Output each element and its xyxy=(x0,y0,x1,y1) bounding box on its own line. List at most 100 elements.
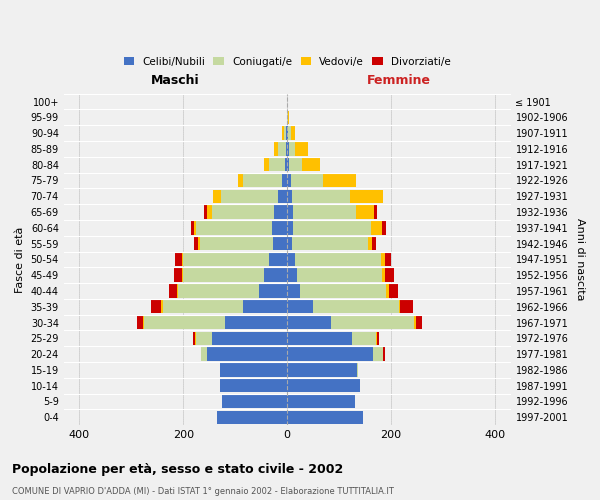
Bar xyxy=(274,142,278,156)
Bar xyxy=(182,252,183,266)
Bar xyxy=(372,237,376,250)
Bar xyxy=(323,174,356,187)
Bar xyxy=(196,221,272,234)
Bar xyxy=(264,158,269,172)
Bar xyxy=(145,316,225,330)
Bar xyxy=(269,158,284,172)
Bar xyxy=(286,142,287,156)
Bar xyxy=(287,158,289,172)
Bar xyxy=(199,237,200,250)
Bar xyxy=(200,237,272,250)
Bar xyxy=(182,268,183,282)
Bar xyxy=(382,268,385,282)
Bar xyxy=(143,316,145,330)
Bar xyxy=(296,268,382,282)
Bar xyxy=(374,206,377,219)
Text: COMUNE DI VAPRIO D'ADDA (MI) - Dati ISTAT 1° gennaio 2002 - Elaborazione TUTTITA: COMUNE DI VAPRIO D'ADDA (MI) - Dati ISTA… xyxy=(12,488,394,496)
Bar xyxy=(382,221,386,234)
Bar xyxy=(278,142,286,156)
Bar xyxy=(183,268,264,282)
Bar xyxy=(287,190,292,203)
Bar xyxy=(287,395,355,408)
Bar xyxy=(292,174,323,187)
Bar xyxy=(385,252,391,266)
Bar xyxy=(287,206,293,219)
Bar xyxy=(293,206,356,219)
Bar xyxy=(284,126,286,140)
Bar xyxy=(368,237,372,250)
Bar xyxy=(302,158,320,172)
Bar xyxy=(175,252,182,266)
Bar xyxy=(202,348,206,361)
Bar xyxy=(243,300,287,314)
Bar xyxy=(288,110,289,124)
Y-axis label: Fasce di età: Fasce di età xyxy=(15,226,25,292)
Bar xyxy=(269,252,287,266)
Bar xyxy=(217,410,287,424)
Y-axis label: Anni di nascita: Anni di nascita xyxy=(575,218,585,300)
Bar xyxy=(137,316,143,330)
Bar xyxy=(183,252,269,266)
Bar xyxy=(385,268,394,282)
Text: Maschi: Maschi xyxy=(151,74,200,88)
Bar xyxy=(287,316,331,330)
Bar xyxy=(195,332,196,345)
Bar xyxy=(287,221,293,234)
Bar xyxy=(295,252,381,266)
Bar xyxy=(161,300,163,314)
Bar xyxy=(212,332,287,345)
Bar xyxy=(151,300,161,314)
Bar xyxy=(264,268,287,282)
Bar xyxy=(289,158,302,172)
Bar xyxy=(287,348,373,361)
Bar xyxy=(383,348,385,361)
Bar xyxy=(287,284,300,298)
Bar xyxy=(356,206,374,219)
Bar xyxy=(174,268,182,282)
Bar xyxy=(272,237,287,250)
Bar xyxy=(376,332,377,345)
Bar xyxy=(191,221,194,234)
Bar xyxy=(416,316,422,330)
Bar xyxy=(287,300,313,314)
Bar xyxy=(286,126,287,140)
Bar xyxy=(222,395,287,408)
Bar xyxy=(220,363,287,376)
Bar xyxy=(287,363,358,376)
Bar xyxy=(178,284,259,298)
Bar xyxy=(313,300,399,314)
Bar xyxy=(292,237,368,250)
Bar xyxy=(243,174,282,187)
Bar xyxy=(213,190,221,203)
Bar xyxy=(225,316,287,330)
Bar xyxy=(373,348,383,361)
Bar xyxy=(352,332,376,345)
Bar xyxy=(221,190,278,203)
Bar xyxy=(331,316,415,330)
Bar xyxy=(272,221,287,234)
Bar xyxy=(386,284,389,298)
Text: Popolazione per età, sesso e stato civile - 2002: Popolazione per età, sesso e stato civil… xyxy=(12,462,343,475)
Bar xyxy=(288,126,291,140)
Bar xyxy=(287,126,288,140)
Bar xyxy=(350,190,383,203)
Bar xyxy=(212,206,274,219)
Bar xyxy=(206,206,212,219)
Bar xyxy=(399,300,400,314)
Bar xyxy=(282,126,284,140)
Bar xyxy=(193,332,195,345)
Bar xyxy=(194,221,196,234)
Bar xyxy=(220,379,287,392)
Bar xyxy=(163,300,243,314)
Bar xyxy=(206,348,287,361)
Legend: Celibi/Nubili, Coniugati/e, Vedovi/e, Divorziati/e: Celibi/Nubili, Coniugati/e, Vedovi/e, Di… xyxy=(119,52,455,71)
Bar xyxy=(196,332,212,345)
Bar xyxy=(300,284,386,298)
Bar xyxy=(292,190,350,203)
Bar xyxy=(169,284,177,298)
Bar xyxy=(287,142,289,156)
Bar xyxy=(204,206,206,219)
Bar xyxy=(415,316,416,330)
Bar xyxy=(287,237,292,250)
Bar xyxy=(287,252,295,266)
